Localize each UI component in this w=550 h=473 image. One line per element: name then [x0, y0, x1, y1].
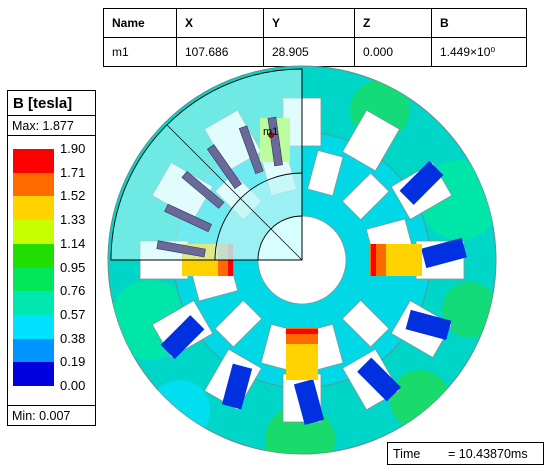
- time-label: Time: [393, 447, 421, 461]
- legend-tick-label: 1.33: [60, 212, 86, 228]
- legend-swatch: [13, 149, 54, 173]
- probe-marker-point[interactable]: [268, 132, 274, 138]
- legend-swatch: [13, 291, 54, 316]
- legend-tick-label: 0.76: [60, 283, 86, 299]
- legend-title: B [tesla]: [8, 91, 95, 116]
- legend-tick-label: 1.52: [60, 188, 86, 204]
- legend-tick-label: 1.90: [60, 141, 86, 156]
- legend-max: Max: 1.877: [8, 117, 95, 136]
- legend-tick-label: 0.57: [60, 306, 86, 322]
- legend-swatch: [13, 243, 54, 268]
- probe-x-cell: 107.686: [176, 37, 264, 67]
- legend-swatch: [13, 220, 54, 245]
- legend-min: Min: 0.007: [8, 405, 95, 425]
- legend-swatch: [13, 314, 54, 339]
- legend-swatch: [13, 267, 54, 292]
- legend-tick-label: 0.00: [60, 378, 86, 393]
- probe-name-cell: m1: [103, 37, 177, 67]
- probe-b-cell: 1.449×10⁰: [431, 37, 527, 67]
- probe-z-cell: 0.000: [354, 37, 432, 67]
- legend-swatch: [13, 338, 54, 363]
- legend-tick-label: 1.14: [60, 235, 86, 251]
- color-legend: B [tesla] Max: 1.877 1.90 1.71 1.52 1.33 1.1…: [7, 90, 96, 426]
- legend-swatch: [13, 196, 54, 221]
- col-name-header: Name: [103, 8, 177, 38]
- time-value: = 10.43870ms: [448, 447, 528, 461]
- col-x-header: X: [176, 8, 264, 38]
- probe-table-header: Name X Y Z B: [103, 8, 527, 38]
- time-readout: Time = 10.43870ms: [387, 442, 544, 465]
- low-field-regions: [160, 161, 467, 425]
- legend-tick-label: 0.38: [60, 330, 86, 346]
- probe-marker-label: m1: [263, 126, 278, 138]
- legend-swatch: [13, 172, 54, 197]
- legend-tick-label: 1.71: [60, 164, 86, 180]
- mesh-sector-overlay: [110, 68, 303, 261]
- col-b-header: B: [431, 8, 527, 38]
- probe-y-cell: 28.905: [263, 37, 355, 67]
- probe-table: Name X Y Z B m1 107.686 28.905 0.000 1.4…: [103, 8, 527, 67]
- legend-tick-label: 0.95: [60, 259, 86, 275]
- probe-table-row: m1 107.686 28.905 0.000 1.449×10⁰: [103, 37, 527, 67]
- legend-tick-label: 0.19: [60, 354, 86, 370]
- legend-swatch: [13, 362, 54, 387]
